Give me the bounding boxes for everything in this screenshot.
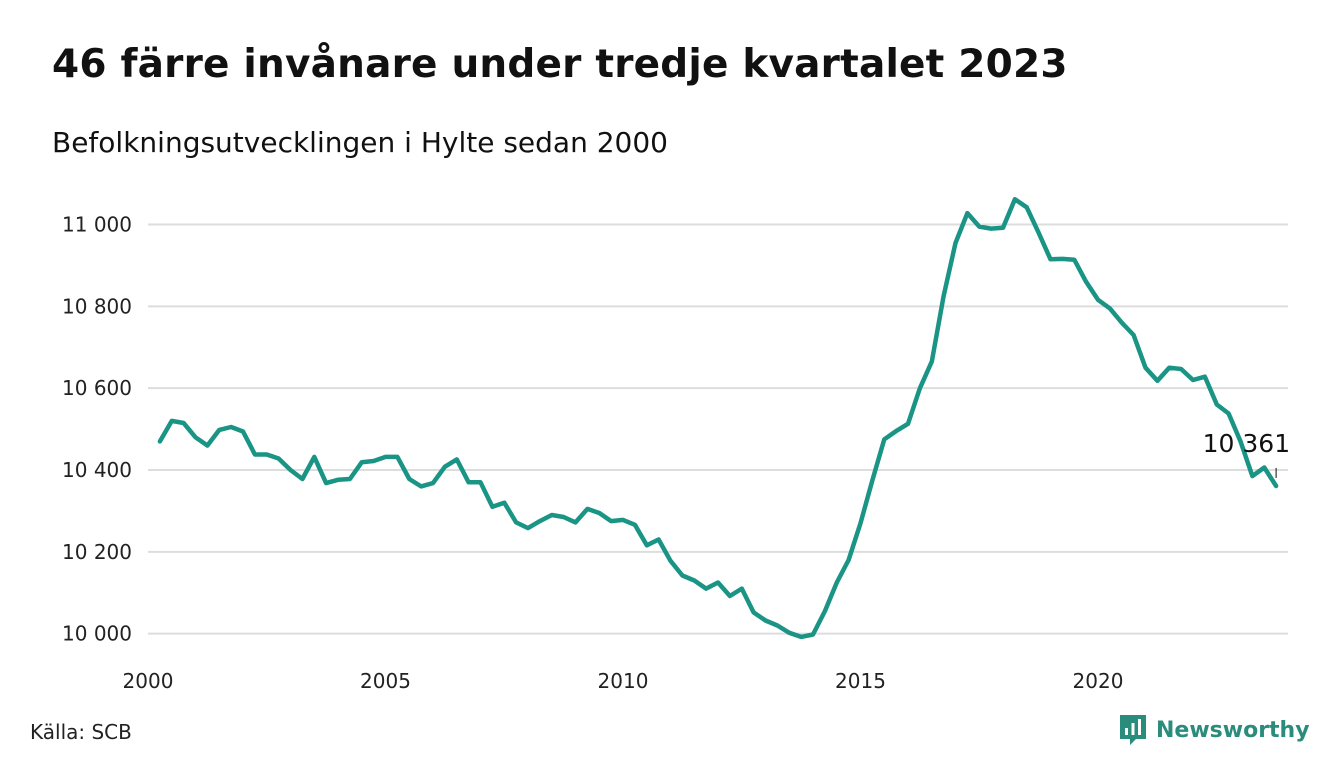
x-tick-label: 2015 <box>835 669 886 693</box>
annotation-layer: 10 361 <box>1203 429 1290 478</box>
last-value-label: 10 361 <box>1203 429 1290 458</box>
y-tick-label: 10 600 <box>62 376 132 400</box>
brand: Newsworthy <box>1118 713 1310 747</box>
x-tick-label: 2010 <box>598 669 649 693</box>
y-axis: 10 000 10 200 10 400 10 600 10 800 11 000 <box>62 213 132 646</box>
x-tick-label: 2000 <box>123 669 174 693</box>
source-note: Källa: SCB <box>30 720 132 744</box>
chart-title: 46 färre invånare under tredje kvartalet… <box>52 42 1068 87</box>
x-tick-label: 2005 <box>360 669 411 693</box>
newsworthy-logo-icon <box>1120 715 1146 745</box>
series-line <box>157 196 1279 640</box>
x-axis: 2000 2005 2010 2015 2020 <box>123 669 1124 693</box>
y-tick-label: 10 200 <box>62 540 132 564</box>
x-tick-label: 2020 <box>1073 669 1124 693</box>
y-tick-label: 10 800 <box>62 294 132 318</box>
y-tick-label: 10 000 <box>62 622 132 646</box>
chart-subtitle: Befolkningsutvecklingen i Hylte sedan 20… <box>52 126 668 159</box>
y-tick-label: 11 000 <box>62 213 132 237</box>
y-tick-label: 10 400 <box>62 458 132 482</box>
gridlines <box>148 223 1288 635</box>
brand-name: Newsworthy <box>1156 717 1310 743</box>
series-layer <box>157 196 1279 640</box>
